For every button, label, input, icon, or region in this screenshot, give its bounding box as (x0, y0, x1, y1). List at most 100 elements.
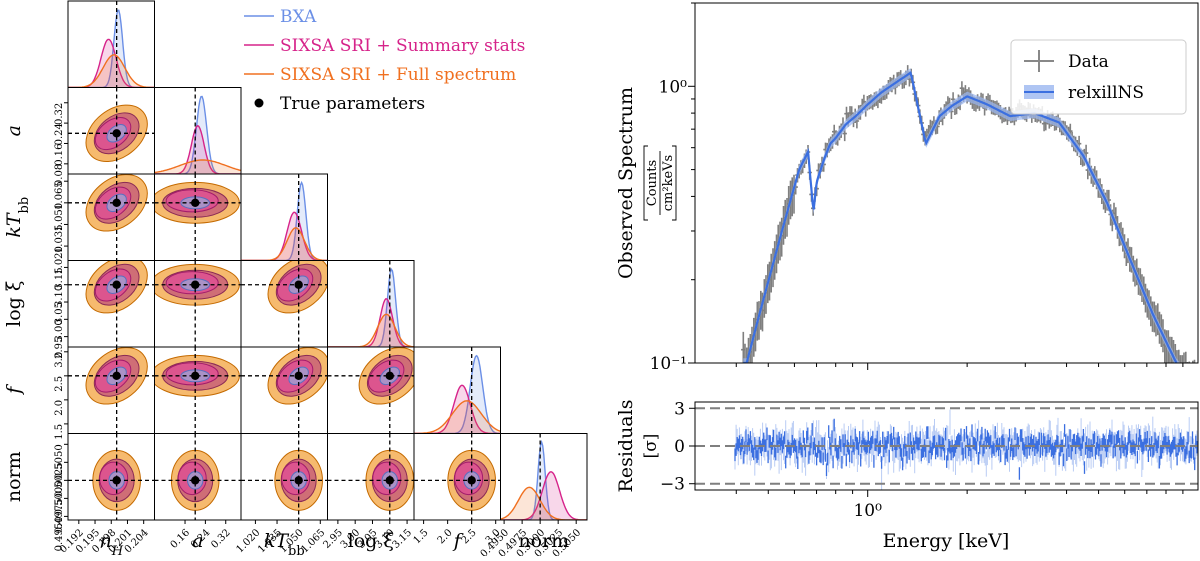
residual-y-tick-label: 3 (674, 399, 685, 419)
true-parameter-point (385, 476, 394, 485)
cell-content (241, 174, 328, 261)
marginal-fill-0 (241, 182, 328, 261)
true-parameter-point (294, 371, 303, 381)
y-tick-label: 2.0 (54, 400, 65, 416)
corner-cell-4-1 (154, 346, 242, 434)
y-tick-label: 0.5000 (54, 480, 65, 515)
cell-content (154, 87, 241, 174)
marginal-line-1 (241, 211, 328, 261)
legend-label-2: SIXSA SRI + Full spectrum (280, 65, 516, 85)
marginal-fill-0 (414, 355, 501, 434)
corner-cell-1-0 (67, 87, 155, 175)
y-tick-label: 2.5 (54, 376, 65, 392)
residual-points (734, 418, 1198, 480)
legend-model-label: relxillNS (1068, 83, 1144, 103)
cell-content (414, 347, 501, 434)
y-axis-label-4: f (3, 384, 25, 396)
x-axis-label-1: a (192, 530, 203, 552)
cell-content (154, 347, 241, 434)
y-tick-label: 0.4950 (54, 516, 65, 551)
true-parameter-point (112, 129, 121, 138)
corner-cell-2-2 (240, 173, 328, 261)
y-tick-label: 0.4975 (54, 498, 65, 533)
cell-content (241, 260, 328, 347)
y-tick-label: 1.035 (54, 224, 65, 253)
x-axis-label-4: f (452, 530, 464, 552)
y-tick-label: 0.24 (54, 123, 65, 145)
y-axis-label-5: norm (3, 451, 25, 502)
marginal-fill-2 (414, 400, 501, 434)
cell-content (68, 87, 155, 174)
cell-frame (500, 433, 588, 521)
corner-cell-5-2 (240, 433, 328, 521)
marginal-fill-1 (327, 298, 414, 347)
true-parameter-point (385, 371, 394, 381)
corner-cell-4-3 (327, 346, 415, 434)
y-axis-label-2: kTbb (3, 197, 32, 238)
marginal-line-0 (327, 267, 414, 347)
cell-content (68, 433, 155, 520)
marginal-fill-1 (68, 39, 155, 88)
spectrum-y-unit-denominator: cm²keVs (661, 155, 676, 211)
cell-frame (327, 260, 415, 348)
true-parameter-point (112, 476, 121, 485)
y-tick-label: 3.15 (54, 267, 65, 289)
spectrum-legend: Data relxillNS (1010, 39, 1187, 115)
marginal-line-2 (241, 227, 328, 261)
true-parameter-point (112, 371, 121, 381)
true-parameter-point (294, 280, 303, 289)
marginal-fill-2 (500, 487, 587, 520)
corner-cell-0-0 (67, 0, 155, 88)
spectrum-y-unit-bracket-right (672, 145, 677, 221)
marginal-line-1 (327, 298, 414, 347)
corner-cell-4-2 (240, 346, 328, 434)
spectrum-y-label: Observed Spectrum (615, 87, 637, 279)
cell-content (327, 433, 414, 520)
legend-swatch-3 (254, 98, 264, 108)
y-tick-label: 0.08 (54, 164, 65, 186)
cell-content (68, 347, 155, 434)
y-tick-label: 1.020 (54, 246, 65, 275)
cell-content (327, 347, 414, 434)
corner-cell-3-2 (240, 260, 328, 348)
marginal-line-0 (414, 354, 501, 434)
y-tick-label: 1.065 (54, 181, 65, 210)
residual-y-tick-label: −3 (660, 475, 685, 495)
y-tick-label: 3.00 (54, 319, 65, 341)
x-tick-label: 2.5 (460, 527, 479, 546)
legend-data-label: Data (1068, 52, 1109, 72)
x-axis-label-3: log ξ (348, 530, 394, 552)
y-axis-label-3: log ξ (3, 281, 25, 327)
true-parameter-point (112, 198, 121, 208)
y-tick-label: 3.05 (54, 302, 65, 324)
y-tick-label: 2.95 (54, 337, 65, 359)
y-tick-label: 1.050 (54, 203, 65, 232)
corner-cell-4-0 (67, 346, 155, 434)
cell-content (327, 260, 414, 347)
cell-content (241, 433, 328, 520)
cell-content (68, 174, 155, 261)
marginal-fill-1 (154, 125, 241, 174)
model-band (743, 68, 1181, 363)
marginal-line-2 (414, 400, 501, 434)
marginal-line-1 (414, 384, 501, 434)
marginal-fill-2 (241, 227, 328, 261)
cell-content (154, 433, 241, 520)
residual-y-tick-label: 0 (674, 437, 685, 457)
corner-cell-2-1 (154, 173, 242, 261)
y-tick-label: 0.5050 (54, 444, 65, 479)
spectrum-y-tick-label: 10⁻¹ (650, 354, 687, 374)
corner-cell-4-4 (413, 346, 501, 434)
residual-y-unit: [σ] (641, 434, 661, 459)
cell-content (68, 260, 155, 347)
marginal-line-2 (154, 159, 241, 174)
spectrum-legend-frame (1010, 39, 1187, 115)
spectrum-panel: 10⁰ 10⁻¹ Observed Spectrum Counts cm²keVs Dat… (615, 2, 1199, 374)
y-tick-label: 1.5 (54, 424, 65, 440)
true-parameter-point (191, 280, 200, 289)
corner-cell-3-0 (67, 260, 155, 348)
corner-cell-3-1 (154, 260, 242, 348)
corner-plot: 0.080.160.240.321.0201.0351.0501.0652.95… (3, 0, 588, 560)
spectrum-y-tick-label: 10⁰ (659, 77, 688, 97)
x-tick-label: 0.32 (209, 527, 233, 551)
